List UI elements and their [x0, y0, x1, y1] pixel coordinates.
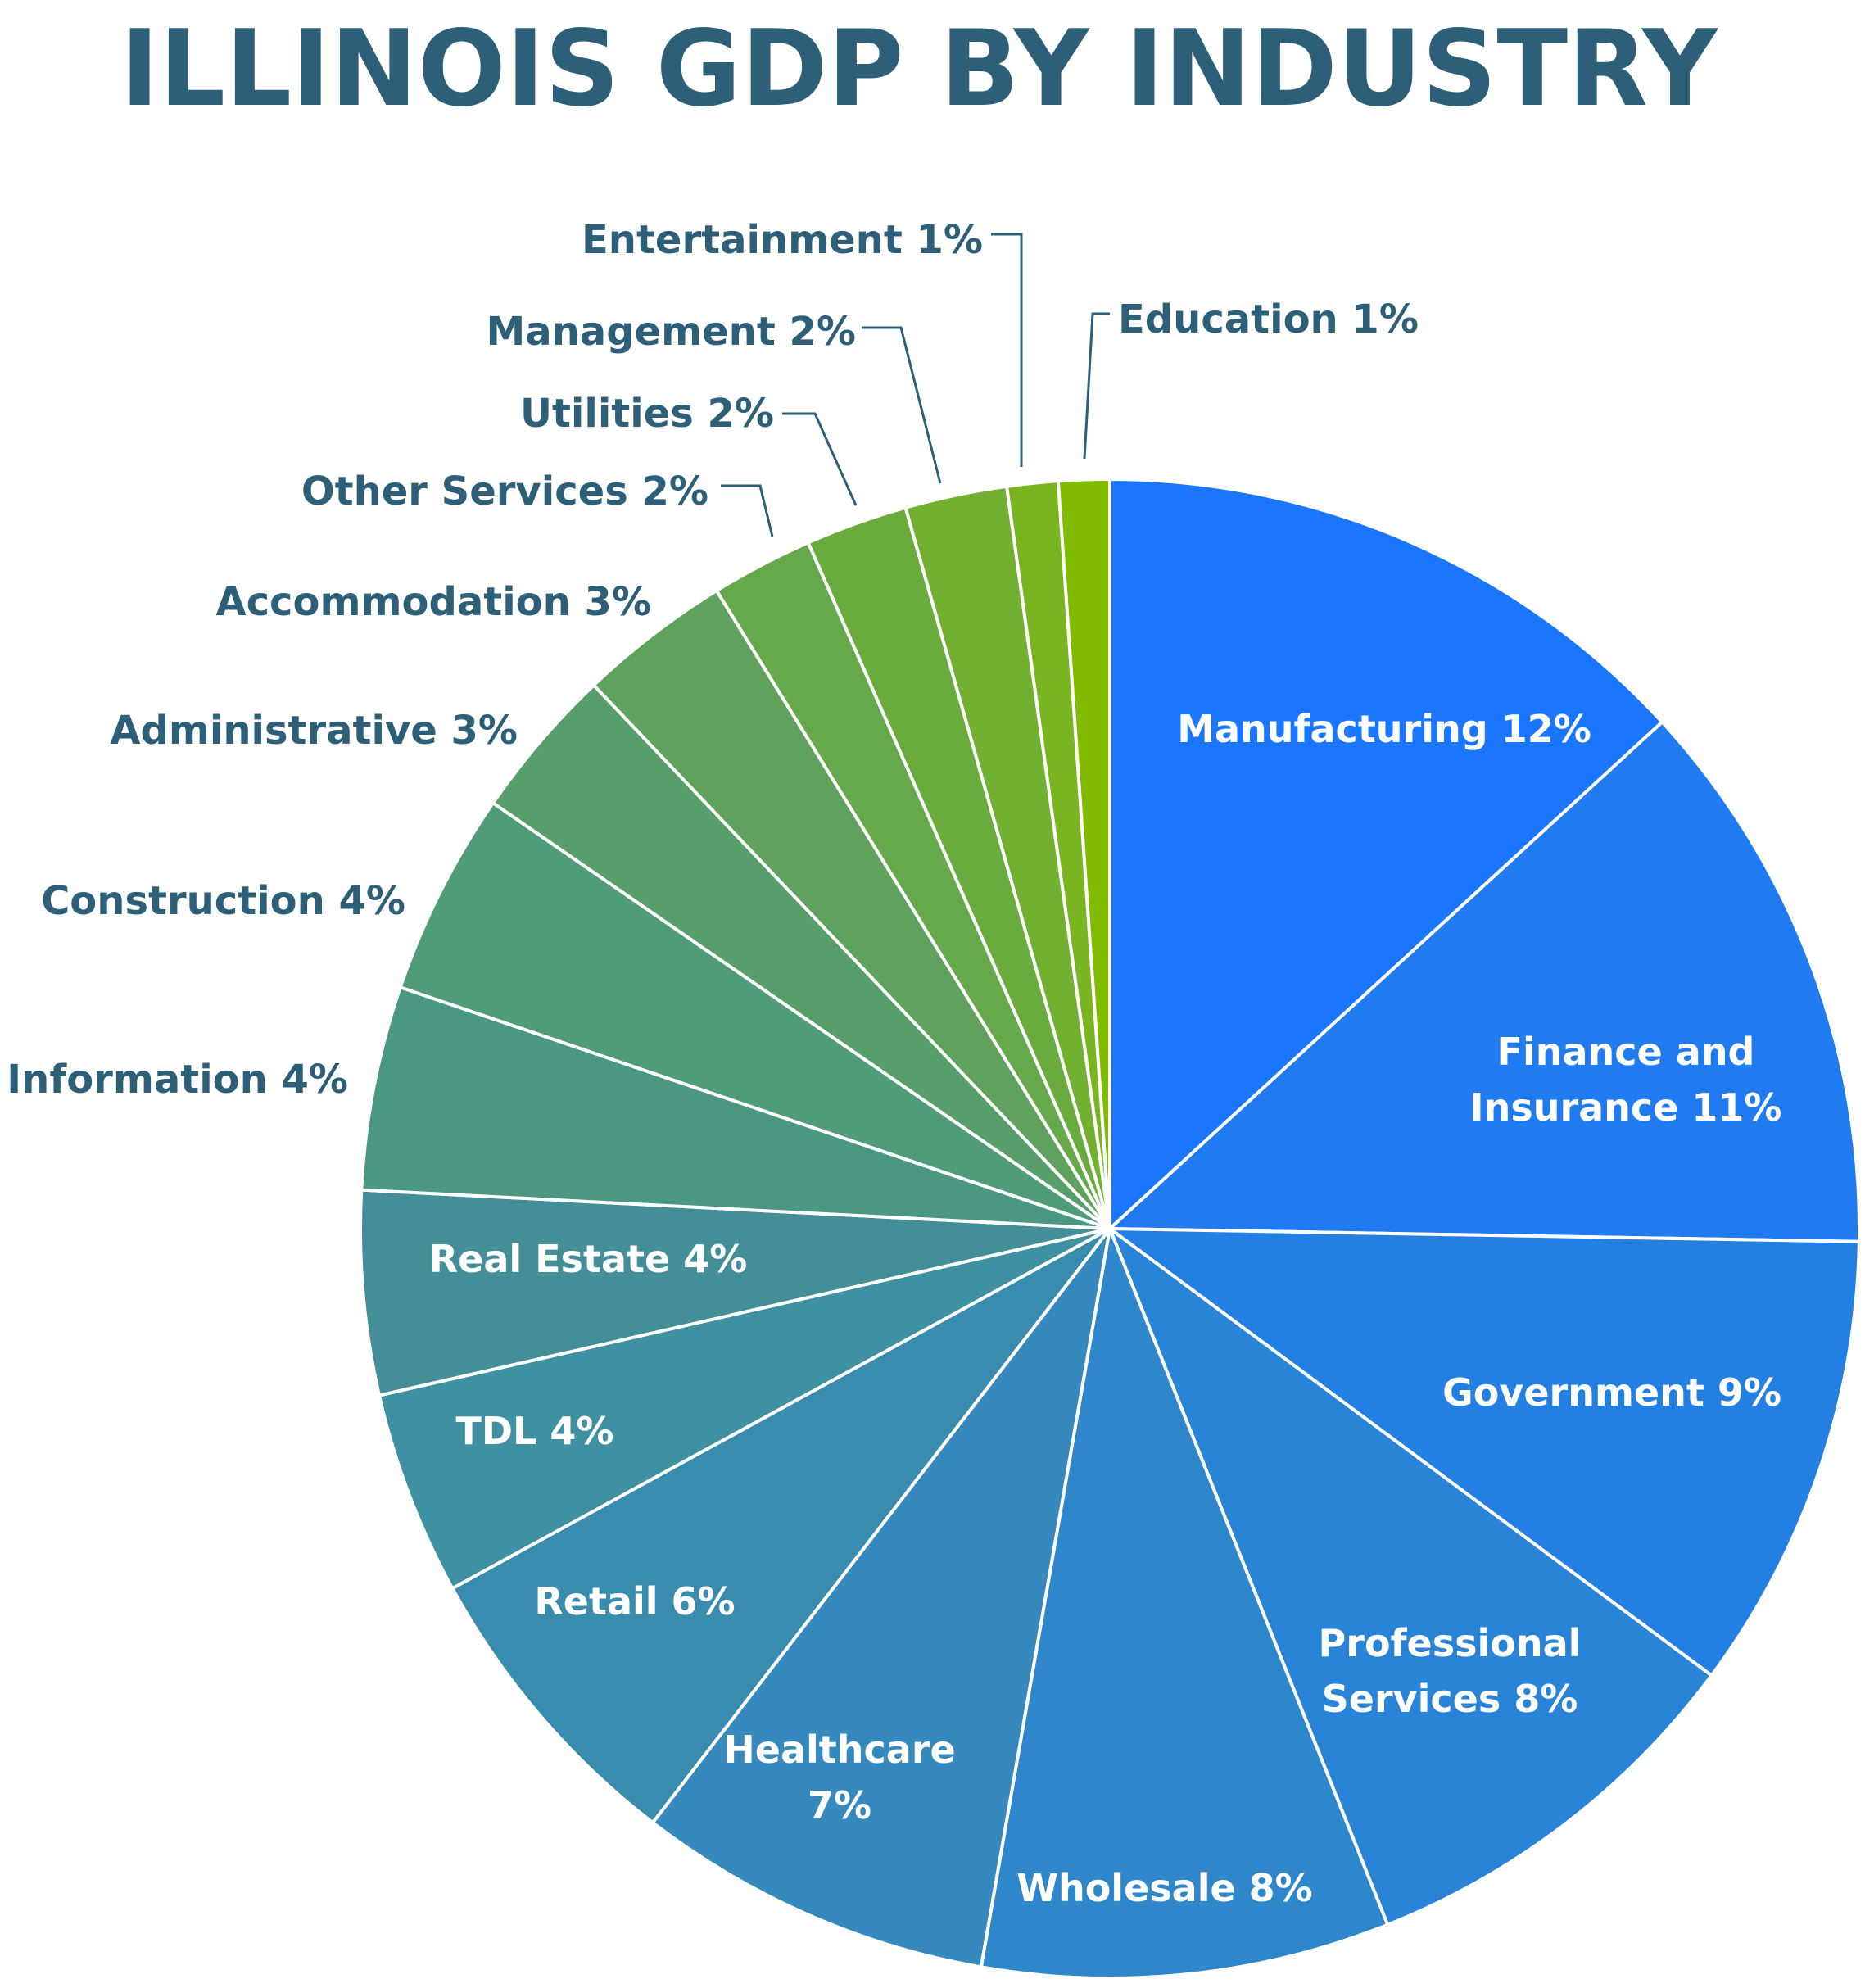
- leader-line-entertainment: [991, 233, 1023, 467]
- slice-label-utilities: Utilities 2%: [520, 391, 774, 437]
- slice-label-government: Government 9%: [1442, 1370, 1781, 1415]
- slice-label-other-services: Other Services 2%: [301, 469, 708, 514]
- pie-slice-information: [360, 985, 1111, 1230]
- pie-slice-professional-services: [1106, 1224, 1714, 1927]
- leader-line-management: [862, 326, 942, 484]
- pie-slice-finance-and-insurance: [1105, 719, 1861, 1243]
- slice-label-tdl: TDL 4%: [456, 1409, 614, 1453]
- pie-slice-construction: [398, 800, 1111, 1230]
- pie-slice-education: [1056, 477, 1111, 1229]
- slice-label-real-estate: Real Estate 4%: [429, 1237, 748, 1281]
- pie-slices: [359, 477, 1861, 1980]
- leader-line-other-services: [721, 484, 774, 537]
- slice-label-wholesale: Wholesale 8%: [1016, 1866, 1313, 1910]
- pie-slice-tdl: [377, 1227, 1111, 1591]
- pie-slice-real-estate: [359, 1188, 1111, 1398]
- pie-slice-wholesale: [979, 1222, 1390, 1980]
- pie-slice-manufacturing: [1108, 477, 1665, 1233]
- slice-label-professional-services: Professional Services 8%: [1319, 1621, 1582, 1721]
- chart-title: ILLINOIS GDP BY INDUSTRY: [120, 8, 1718, 130]
- slice-label-management: Management 2%: [486, 309, 856, 355]
- slice-label-healthcare: Healthcare 7%: [723, 1728, 955, 1827]
- slice-label-finance-and-insurance: Finance and Insurance 11%: [1469, 1030, 1781, 1130]
- leader-lines: [721, 233, 1110, 537]
- pie-slice-healthcare: [650, 1227, 1111, 1969]
- slice-label-education: Education 1%: [1118, 297, 1419, 342]
- slice-label-manufacturing: Manufacturing 12%: [1177, 707, 1591, 751]
- slice-label-construction: Construction 4%: [41, 878, 405, 924]
- slice-label-administrative: Administrative 3%: [110, 708, 518, 754]
- pie-slice-retail: [450, 1227, 1111, 1825]
- slice-label-accommodation: Accommodation 3%: [215, 579, 651, 625]
- slice-label-retail: Retail 6%: [534, 1579, 735, 1623]
- slice-label-entertainment: Entertainment 1%: [582, 217, 983, 263]
- leader-line-utilities: [782, 412, 858, 506]
- slice-labels: Manufacturing 12% Finance and Insurance 11…: [7, 217, 1781, 1910]
- chart-title-text: ILLINOIS GDP BY INDUSTRY: [120, 8, 1718, 130]
- leader-line-education: [1083, 312, 1110, 460]
- slice-label-information: Information 4%: [7, 1057, 348, 1103]
- pie-slice-government: [1104, 1226, 1861, 1678]
